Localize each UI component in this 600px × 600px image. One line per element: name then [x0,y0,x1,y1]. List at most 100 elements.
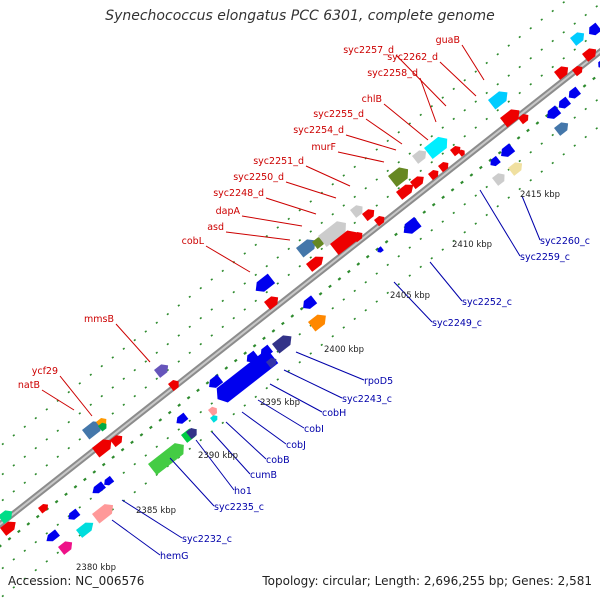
gene-block [428,169,439,181]
gene-arrow [554,122,569,136]
gene-arrow [450,145,461,157]
gene-block [410,176,424,190]
gene-block [362,209,375,222]
leader-line-syc2250_d [285,181,337,199]
gene-arrow [168,379,179,392]
gene-block [266,357,277,369]
gene-arrow [330,230,357,256]
leader-line-chlB [383,103,429,141]
scale-label: 2405 kbp [390,291,430,301]
gene-label-syc2249_c: syc2249_c [432,318,482,329]
leader-line-mmsB [115,323,151,363]
gene-arrow [186,427,197,440]
gene-arrow [0,521,16,536]
tick-row [0,0,568,448]
gene-arrow [306,256,324,272]
gene-arrow [255,273,276,292]
gene-block [110,435,123,448]
leader-line-syc2254_d [345,134,397,151]
gene-block [76,522,94,538]
gene-block [492,173,505,186]
leader-line-dapA [241,215,303,227]
gene-arrow [216,348,279,403]
leader-line-cumB [211,431,251,475]
gene-block [403,216,422,234]
gene-arrow [318,221,346,248]
gene-block [598,59,600,69]
gene-label-guaB: guaB [436,35,460,46]
gene-arrow [428,169,439,181]
gene-arrow [501,143,516,157]
gene-arrow [492,173,505,186]
gene-label-murF: murF [311,142,336,153]
gene-label-syc2257_d: syc2257_d [343,45,394,56]
gene-block [388,167,409,188]
gene-label-syc2255_d: syc2255_d [313,109,364,120]
leader-line-murF [337,151,385,163]
gene-block [208,406,218,417]
gene-block [255,273,276,292]
gene-arrow [264,296,279,310]
gene-block [92,481,106,494]
gene-arrow [424,136,448,160]
gene-layer [0,22,600,555]
gene-label-asd: asd [207,222,224,233]
topology-text: Topology: circular; Length: 2,696,255 bp… [262,574,592,588]
gene-label-syc2248_d: syc2248_d [213,188,264,199]
gene-block [168,379,179,392]
leader-line-syc2235_c [169,457,215,507]
gene-arrow [570,32,585,46]
leader-line-syc2259_c [479,189,521,257]
gene-arrow [412,150,427,164]
leader-line-syc2257_d [395,54,447,107]
gene-block [424,136,448,160]
gene-label-cobL: cobL [182,236,205,247]
gene-block [0,521,16,536]
gene-label-syc2260_c: syc2260_c [540,236,590,247]
gene-label-syc2254_d: syc2254_d [293,125,344,136]
gene-block [352,231,363,243]
gene-block [396,184,414,200]
gene-block [572,65,583,77]
gene-block [216,348,279,403]
leader-line-syc2258_d [419,77,437,123]
gene-arrow [410,176,424,190]
gene-arrow [92,481,106,494]
gene-label-ho1: ho1 [234,486,252,497]
gene-block [318,221,346,248]
gene-arrow [58,541,73,555]
gene-label-dapA: dapA [216,206,241,217]
scale-label: 2410 kbp [452,240,492,250]
gene-label-syc2262_d: syc2262_d [387,52,438,63]
gene-block [296,239,316,258]
gene-block [82,421,102,440]
gene-arrow [92,439,112,458]
gene-arrow [490,155,501,167]
leader-line-cobJ [241,411,287,445]
map-title: Synechococcus elongatus PCC 6301, comple… [105,8,495,24]
scale-labels: 2380 kbp 2385 kbp 2390 kbp 2395 kbp 2400 kbp… [76,190,560,573]
gene-label-syc2252_c: syc2252_c [462,297,512,308]
leader-line-ycf29 [59,375,93,417]
gene-arrow [488,91,508,110]
gene-label-cobB: cobB [266,455,290,466]
gene-block [303,295,318,309]
leader-line-syc2232_c [121,499,183,539]
gene-block [272,335,292,354]
leader-line-natB [41,389,75,411]
gene-arrow [208,406,218,417]
gene-block [306,256,324,272]
leader-line-syc2260_c [521,195,541,241]
gene-block [209,374,224,388]
leader-lines [41,44,541,556]
gene-block [438,161,449,173]
gene-block [500,109,520,128]
gene-arrow [508,162,523,176]
gene-arrow [260,344,273,357]
gene-arrow [148,443,184,476]
gene-block [374,215,385,227]
gene-label-ycf29: ycf29 [32,366,58,377]
gene-block [38,503,49,514]
leader-line-syc2249_c [393,281,433,323]
